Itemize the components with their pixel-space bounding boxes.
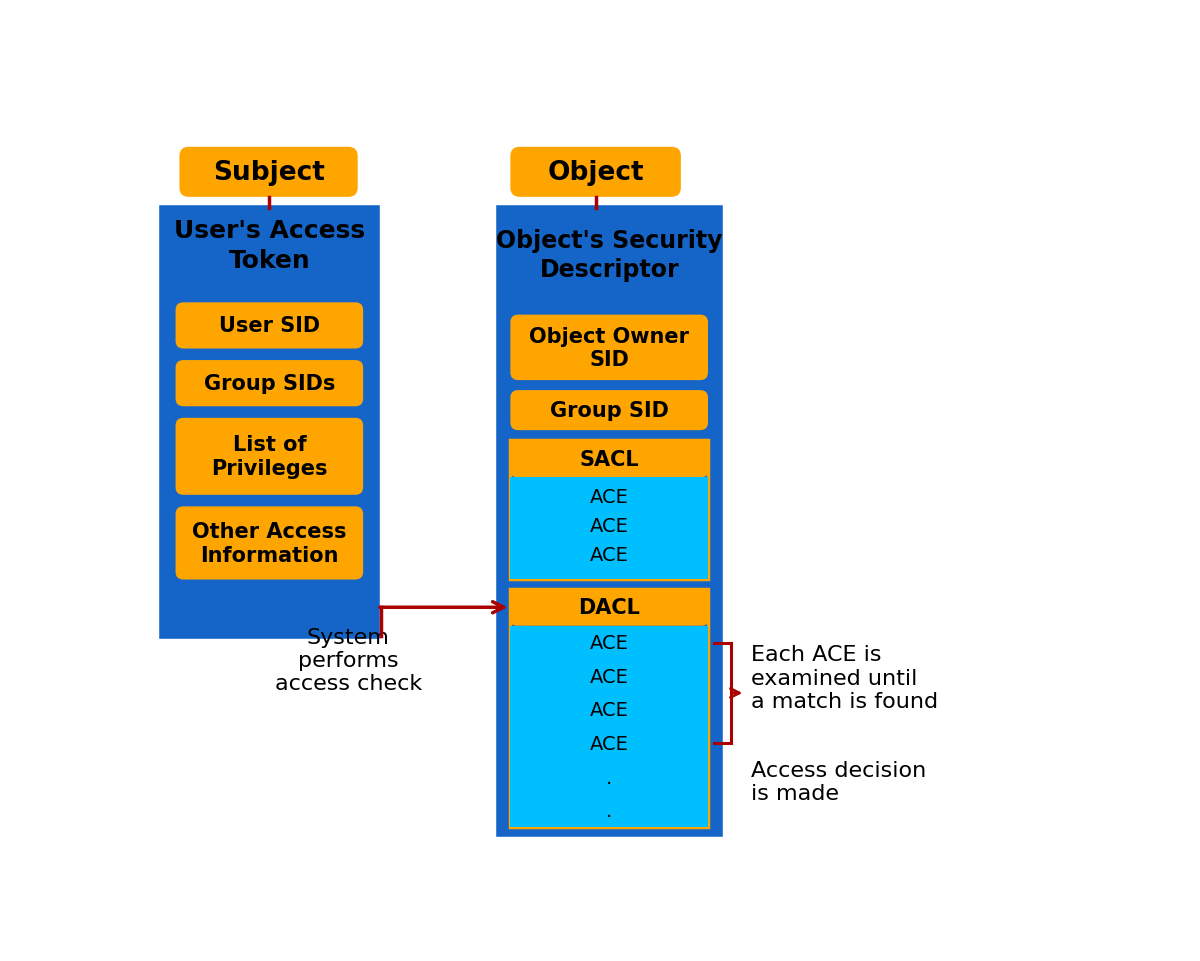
Bar	[510, 589, 708, 827]
FancyBboxPatch shape	[175, 360, 364, 407]
FancyBboxPatch shape	[175, 303, 364, 349]
Text: ACE: ACE	[589, 546, 629, 565]
Text: ACE: ACE	[589, 667, 629, 686]
Text: ACE: ACE	[589, 633, 629, 653]
Bar	[162, 209, 377, 636]
Text: ACE: ACE	[589, 701, 629, 720]
FancyBboxPatch shape	[510, 441, 708, 478]
Text: User SID: User SID	[218, 316, 320, 336]
Text: Object Owner
SID: Object Owner SID	[529, 327, 689, 370]
Text: List of
Privileges: List of Privileges	[211, 435, 328, 479]
Text: Each ACE is
examined until
a match is found: Each ACE is examined until a match is fo…	[751, 645, 937, 711]
Text: Object's Security
Descriptor: Object's Security Descriptor	[496, 229, 722, 283]
Text: Subject: Subject	[212, 160, 324, 185]
Text: Group SIDs: Group SIDs	[204, 374, 335, 394]
Text: Group SID: Group SID	[550, 401, 668, 421]
Bar	[510, 626, 708, 827]
Text: .: .	[606, 801, 612, 821]
Bar	[499, 209, 720, 834]
FancyBboxPatch shape	[510, 315, 708, 381]
Text: Other Access
Information: Other Access Information	[192, 522, 347, 565]
Text: .: .	[606, 768, 612, 787]
Text: User's Access
Token: User's Access Token	[174, 219, 365, 273]
Text: SACL: SACL	[580, 449, 640, 469]
FancyBboxPatch shape	[175, 418, 364, 495]
Text: ACE: ACE	[589, 734, 629, 753]
FancyBboxPatch shape	[510, 148, 680, 198]
Text: System
performs
access check: System performs access check	[275, 628, 422, 694]
Bar	[510, 478, 708, 579]
Text: ACE: ACE	[589, 517, 629, 535]
Text: Access decision
is made: Access decision is made	[751, 760, 926, 803]
FancyBboxPatch shape	[175, 506, 364, 579]
FancyBboxPatch shape	[510, 391, 708, 431]
FancyBboxPatch shape	[510, 589, 708, 626]
Bar	[510, 441, 708, 579]
Text: Object: Object	[547, 160, 644, 185]
Text: ACE: ACE	[589, 487, 629, 506]
FancyBboxPatch shape	[180, 148, 358, 198]
Text: DACL: DACL	[578, 598, 640, 618]
